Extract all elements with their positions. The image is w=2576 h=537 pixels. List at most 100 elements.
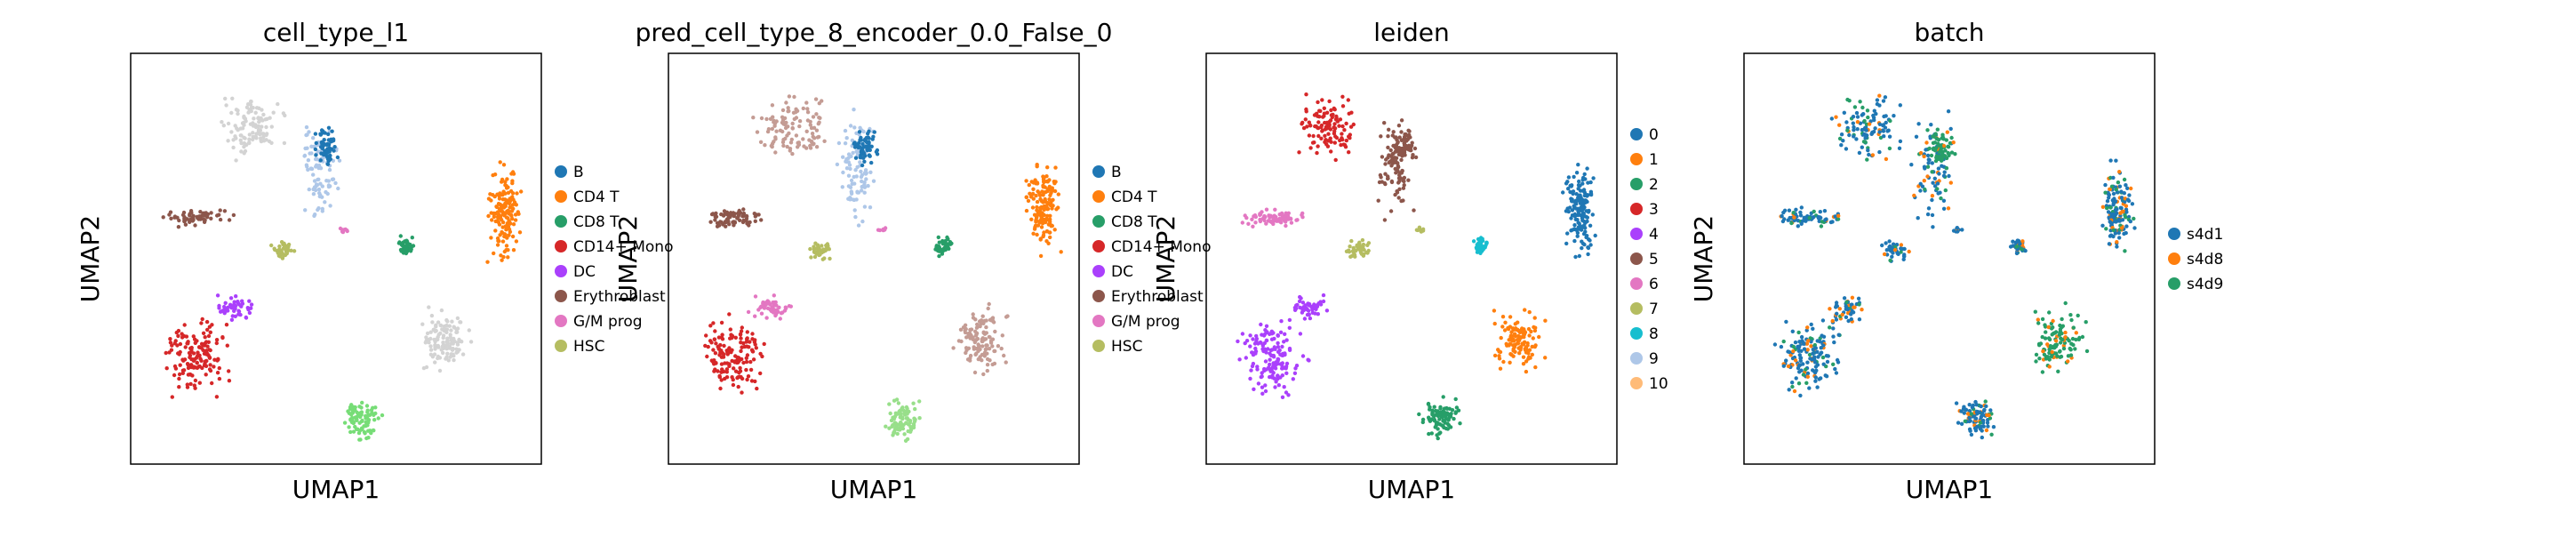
- scatter-point: [1833, 366, 1837, 372]
- scatter-point: [990, 362, 995, 367]
- scatter-point: [1941, 173, 1947, 178]
- scatter-point: [935, 248, 940, 253]
- scatter-point: [1857, 317, 1862, 322]
- scatter-point: [511, 222, 516, 227]
- scatter-point: [196, 214, 201, 220]
- scatter-point: [1870, 153, 1876, 157]
- scatter-point: [404, 244, 408, 248]
- scatter-point: [312, 179, 317, 183]
- scatter-point: [1394, 160, 1398, 164]
- scatter-point: [1248, 344, 1252, 349]
- scatter-point: [720, 337, 725, 341]
- scatter-point: [744, 359, 749, 365]
- scatter-point: [1932, 140, 1938, 145]
- scatter-point: [1268, 362, 1272, 367]
- scatter-point: [191, 334, 196, 339]
- scatter-point: [169, 348, 174, 352]
- scatter-point: [1875, 101, 1880, 107]
- scatter-point: [1811, 326, 1815, 331]
- scatter-point: [204, 373, 208, 377]
- scatter-point: [276, 250, 282, 254]
- legend-marker: [1092, 190, 1105, 203]
- scatter-point: [772, 124, 777, 128]
- scatter-point: [1458, 421, 1462, 426]
- scatter-point: [1376, 198, 1380, 203]
- scatter-point: [1948, 140, 1953, 146]
- scatter-point: [1453, 410, 1459, 414]
- scatter-point: [1974, 410, 1980, 414]
- scatter-point: [217, 212, 221, 217]
- scatter-point: [900, 415, 905, 420]
- scatter-point: [1508, 315, 1513, 319]
- scatter-point: [805, 107, 810, 111]
- scatter-point: [1812, 355, 1817, 359]
- scatter-point: [1570, 199, 1575, 204]
- scatter-point: [240, 126, 245, 131]
- scatter-point: [1575, 198, 1580, 203]
- scatter-point: [1432, 405, 1436, 409]
- scatter-point: [1024, 179, 1028, 183]
- scatter-point: [794, 133, 799, 138]
- scatter-point: [875, 148, 880, 153]
- scatter-point: [1805, 371, 1811, 376]
- scatter-point: [359, 413, 364, 417]
- scatter-point: [1924, 140, 1929, 145]
- scatter-point: [269, 124, 274, 129]
- scatter-point: [1577, 253, 1582, 259]
- scatter-point: [1566, 209, 1572, 214]
- scatter-point: [1056, 192, 1061, 196]
- scatter-point: [1854, 110, 1860, 116]
- scatter-point: [1287, 348, 1292, 352]
- scatter-point: [1949, 150, 1955, 155]
- scatter-point: [1792, 389, 1797, 394]
- scatter-point: [326, 142, 332, 147]
- scatter-point: [1862, 132, 1867, 137]
- scatter-point: [1831, 326, 1836, 331]
- scatter-point: [753, 342, 757, 347]
- scatter-point: [410, 236, 414, 240]
- scatter-point: [217, 365, 221, 371]
- scatter-point: [1940, 132, 1945, 137]
- scatter-point: [1772, 342, 1778, 347]
- scatter-point: [281, 246, 285, 251]
- scatter-point: [1380, 155, 1385, 159]
- scatter-point: [222, 307, 227, 311]
- scatter-point: [1394, 146, 1399, 150]
- scatter-point: [209, 216, 213, 220]
- scatter-point: [1361, 242, 1366, 247]
- scatter-point: [292, 249, 297, 253]
- scatter-point: [231, 145, 236, 150]
- scatter-point: [1508, 360, 1512, 365]
- scatter-point: [726, 215, 731, 220]
- scatter-point: [738, 369, 743, 373]
- scatter-point: [1339, 142, 1343, 148]
- scatter-point: [177, 372, 182, 377]
- scatter-point: [750, 332, 755, 336]
- legend-label: s4d8: [2187, 251, 2223, 268]
- scatter-point: [1831, 362, 1836, 366]
- scatter-point: [1349, 110, 1354, 115]
- scatter-point: [1310, 310, 1316, 315]
- scatter-point: [733, 335, 738, 340]
- scatter-point: [1318, 302, 1324, 307]
- scatter-point: [1820, 355, 1826, 360]
- scatter-point: [1499, 335, 1503, 341]
- scatter-point: [182, 323, 187, 327]
- scatter-point: [787, 94, 792, 99]
- scatter-point: [1834, 301, 1839, 305]
- scatter-point: [974, 351, 979, 356]
- scatter-point: [1584, 209, 1589, 213]
- scatter-point: [236, 300, 240, 304]
- scatter-point: [1248, 333, 1252, 338]
- scatter-point: [1979, 404, 1983, 409]
- axes-frame: [668, 52, 1080, 465]
- scatter-point: [353, 405, 357, 410]
- scatter-point: [713, 214, 717, 219]
- scatter-point: [984, 325, 988, 330]
- scatter-point: [1386, 156, 1390, 160]
- scatter-point: [1565, 231, 1570, 236]
- scatter-point: [1045, 165, 1050, 170]
- x-axis-label: UMAP1: [830, 475, 918, 504]
- scatter-point: [1939, 148, 1943, 152]
- scatter-point: [178, 363, 182, 367]
